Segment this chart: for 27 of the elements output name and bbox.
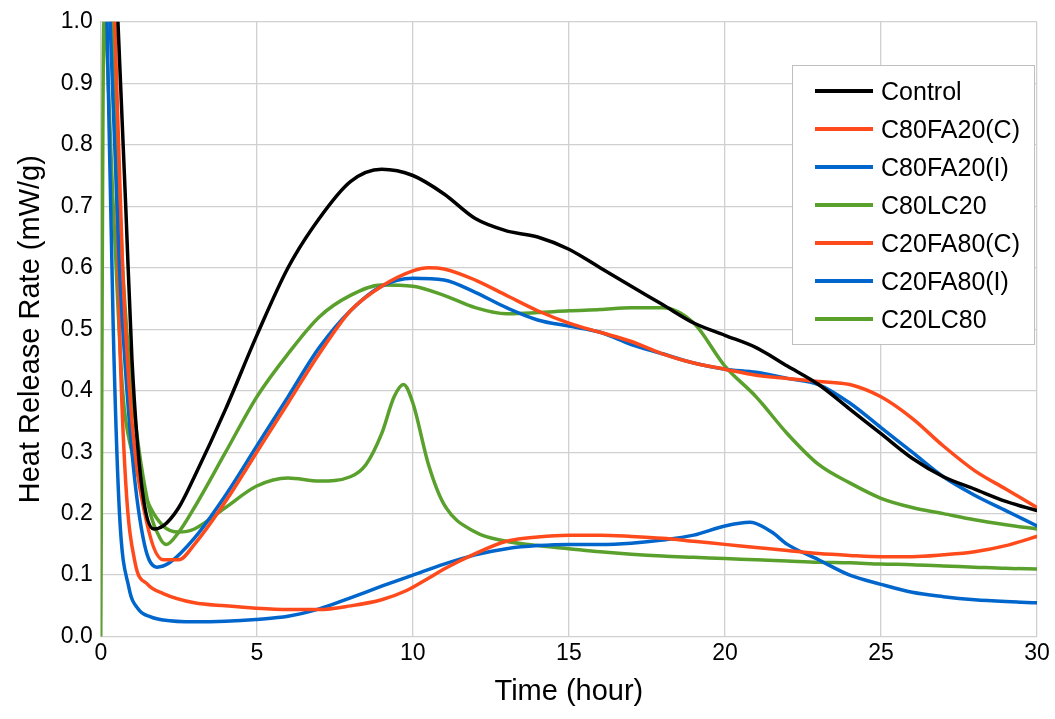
y-tick-label: 0.2 <box>60 498 93 525</box>
y-tick-label: 0.6 <box>60 253 93 280</box>
legend-label: C20FA80(I) <box>881 266 1009 297</box>
x-axis-title: Time (hour) <box>494 673 644 706</box>
y-tick-label: 0.0 <box>60 621 93 648</box>
legend-label: Control <box>881 76 962 107</box>
x-tick-label: 30 <box>1024 638 1050 665</box>
legend-label: C20LC80 <box>881 304 987 335</box>
x-tick-label: 10 <box>400 638 426 665</box>
legend-label: C80LC20 <box>881 190 987 221</box>
legend-label: C20FA80(C) <box>881 228 1020 259</box>
y-tick-label: 0.9 <box>60 68 93 95</box>
x-tick-label: 0 <box>94 638 108 665</box>
x-tick-label: 25 <box>868 638 894 665</box>
y-tick-label: 0.1 <box>60 560 93 587</box>
y-axis-title: Heat Release Rate (mW/g) <box>13 155 46 504</box>
legend-label: C80FA20(C) <box>881 114 1020 145</box>
y-tick-label: 0.8 <box>60 130 93 157</box>
x-tick-label: 20 <box>712 638 738 665</box>
y-tick-label: 0.5 <box>60 314 93 341</box>
y-tick-label: 0.7 <box>60 191 93 218</box>
x-tick-label: 5 <box>250 638 264 665</box>
y-tick-label: 1.0 <box>60 7 93 34</box>
y-tick-label: 0.3 <box>60 437 93 464</box>
legend-label: C80FA20(I) <box>881 152 1009 183</box>
y-tick-label: 0.4 <box>60 376 93 403</box>
x-tick-label: 15 <box>556 638 582 665</box>
